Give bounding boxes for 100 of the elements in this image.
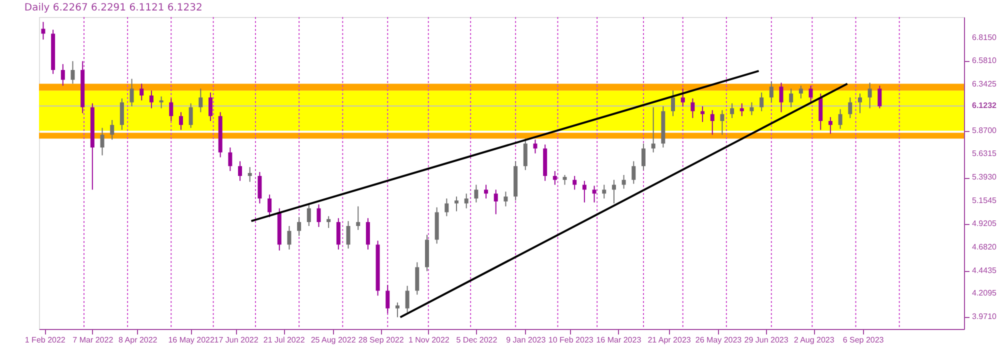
candlestick (798, 85, 803, 99)
x-tick-label: 7 Mar 2022 (72, 336, 114, 344)
x-tick-label: 2 Aug 2023 (794, 336, 835, 344)
candlestick (169, 98, 174, 122)
candlestick (464, 193, 468, 209)
candlestick (287, 225, 292, 250)
candlestick (415, 262, 420, 296)
candlestick (130, 78, 134, 107)
candlestick (858, 93, 862, 114)
candlestick (41, 21, 46, 40)
candlestick (474, 184, 478, 203)
y-tick-label: 5.1545 (972, 196, 998, 206)
candlestick (149, 90, 154, 109)
candlestick (641, 143, 646, 171)
candlestick (602, 184, 606, 200)
candlestick (110, 120, 114, 140)
candlestick (562, 174, 567, 186)
candlestick (582, 180, 586, 203)
candlestick (504, 191, 508, 207)
x-tick-label: 25 Aug 2022 (310, 336, 356, 344)
x-tick-label: 16 Mar 2023 (596, 336, 642, 344)
candlestick (848, 96, 852, 119)
candlestick (306, 202, 311, 226)
candlestick (868, 82, 872, 109)
candlestick (258, 172, 262, 204)
y-tick-label: 6.5810 (972, 56, 998, 66)
candlestick (297, 216, 302, 236)
candlestick (828, 116, 832, 134)
candlestick (100, 127, 104, 156)
candlestick (60, 64, 65, 86)
candlestick (523, 138, 528, 171)
candlestick (572, 175, 577, 190)
x-tick-label: 26 May 2023 (695, 336, 742, 344)
candlestick (336, 218, 340, 250)
candlestick (612, 179, 616, 204)
y-tick-label: 4.4435 (972, 266, 998, 275)
x-tick-label: 28 Sep 2022 (358, 336, 404, 344)
candlestick (268, 194, 272, 218)
x-tick-label: 29 Jun 2023 (744, 336, 789, 344)
x-tick-label: 21 Apr 2023 (648, 336, 692, 344)
x-tick-label: 1 Feb 2022 (24, 336, 66, 344)
candlestick (395, 302, 400, 318)
ref-line-label: 6.1232 (972, 100, 998, 110)
x-tick-label: 5 Dec 2022 (456, 336, 498, 344)
candlestick (178, 112, 183, 130)
candlestick (238, 160, 242, 182)
candlestick (533, 139, 538, 154)
candlestick (326, 216, 331, 228)
candlestick (592, 185, 596, 203)
x-tick-label: 1 Nov 2022 (408, 336, 450, 344)
candlestick (120, 98, 124, 130)
candlestick (651, 106, 656, 153)
candlestick (208, 92, 213, 122)
candlestick (769, 81, 774, 103)
candlestick (484, 184, 488, 200)
y-tick-label: 4.9205 (972, 218, 998, 228)
candlestick (386, 284, 390, 314)
candlestick (632, 160, 636, 184)
y-tick-label: 6.8150 (972, 33, 998, 42)
candlestick (198, 88, 203, 113)
candlestick (779, 82, 784, 113)
candlestick (366, 218, 370, 250)
y-tick-label: 6.3425 (972, 79, 998, 88)
candlestick (552, 170, 557, 186)
candlestick (140, 83, 144, 101)
y-tick-label: 5.3930 (972, 172, 998, 182)
candlestick (228, 146, 232, 172)
candlestick (405, 285, 410, 313)
candlestick (494, 189, 498, 215)
x-tick-label: 16 May 2022 (168, 336, 215, 344)
candlestick (740, 102, 744, 117)
candlestick (454, 196, 459, 212)
x-tick-label: 8 Apr 2022 (118, 336, 158, 344)
candlestick (444, 198, 449, 217)
x-tick-label: 6 Sep 2023 (842, 336, 884, 344)
x-tick-label: 21 Jul 2022 (263, 336, 306, 344)
candlestick (710, 110, 714, 136)
y-tick-label: 4.2095 (972, 288, 998, 298)
candlestick (680, 88, 685, 107)
candlestick (356, 206, 360, 230)
chart-title: Daily 6.2267 6.2291 6.1121 6.1232 (24, 2, 202, 14)
candlestick (838, 108, 842, 130)
candlestick (690, 98, 695, 119)
candlestick (671, 90, 676, 117)
candlestick (188, 102, 193, 128)
candlestick (760, 92, 764, 112)
candlestick (808, 85, 813, 104)
candlestick (700, 106, 705, 122)
candlestick (789, 88, 794, 108)
candlestick (159, 96, 164, 109)
candlestick (622, 174, 626, 190)
x-tick-label: 10 Feb 2023 (548, 336, 594, 344)
y-tick-label: 3.9710 (972, 312, 998, 322)
candlestick (730, 102, 734, 119)
x-tick-label: 17 Jun 2022 (214, 336, 259, 344)
y-tick-label: 5.8700 (972, 126, 998, 135)
candlestick (720, 110, 724, 136)
y-tick-label: 5.6315 (972, 149, 998, 158)
x-tick-label: 9 Jan 2023 (506, 336, 546, 344)
y-tick-label: 4.6820 (972, 242, 998, 252)
